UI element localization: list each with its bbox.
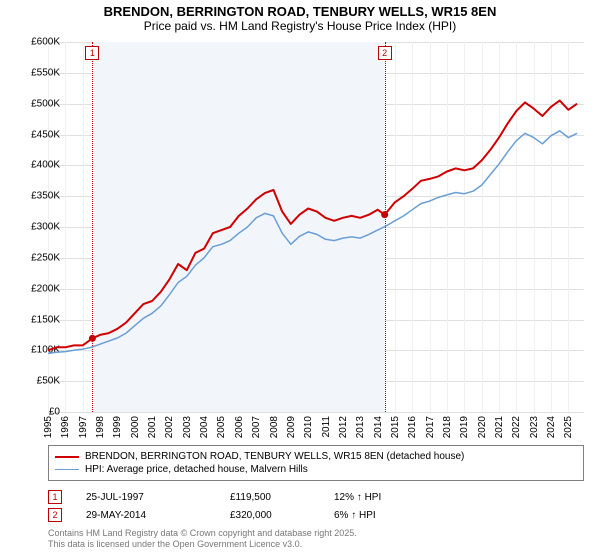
credits-line1: Contains HM Land Registry data © Crown c… (48, 528, 584, 539)
annotation-price: £320,000 (230, 510, 310, 521)
annotation-table: 1 25-JUL-1997 £119,500 12% ↑ HPI 2 29-MA… (48, 488, 584, 524)
x-axis-tick-label: 1997 (78, 416, 89, 438)
x-axis-tick-label: 2019 (459, 416, 470, 438)
x-axis-tick-label: 2007 (251, 416, 262, 438)
legend-label-hpi: HPI: Average price, detached house, Malv… (85, 464, 308, 475)
x-axis-tick-label: 2005 (216, 416, 227, 438)
x-axis-tick-label: 2011 (321, 416, 332, 438)
x-axis-tick-label: 2004 (199, 416, 210, 438)
plot-area: 12 (48, 42, 584, 412)
annotation-row: 2 29-MAY-2014 £320,000 6% ↑ HPI (48, 506, 584, 524)
legend: BRENDON, BERRINGTON ROAD, TENBURY WELLS,… (48, 445, 584, 481)
annotation-badge: 2 (48, 508, 62, 522)
x-axis-tick-label: 2017 (425, 416, 436, 438)
x-axis-tick-label: 1996 (60, 416, 71, 438)
x-axis-tick-label: 1999 (112, 416, 123, 438)
legend-item-price-paid: BRENDON, BERRINGTON ROAD, TENBURY WELLS,… (55, 450, 577, 463)
x-axis-tick-label: 2024 (546, 416, 557, 438)
credits-line2: This data is licensed under the Open Gov… (48, 539, 584, 550)
x-axis-tick-label: 2012 (338, 416, 349, 438)
legend-item-hpi: HPI: Average price, detached house, Malv… (55, 463, 577, 476)
legend-swatch-hpi (55, 469, 79, 471)
x-axis-tick-label: 2020 (477, 416, 488, 438)
x-axis-tick-label: 1995 (43, 416, 54, 438)
annotation-pct: 12% ↑ HPI (334, 492, 414, 503)
series-line-price_paid (48, 101, 577, 351)
x-axis-tick-label: 2022 (511, 416, 522, 438)
x-axis-tick-label: 2018 (442, 416, 453, 438)
legend-swatch-price-paid (55, 456, 79, 458)
x-axis-tick-label: 2009 (286, 416, 297, 438)
x-axis-tick-label: 2025 (563, 416, 574, 438)
chart-title-line1: BRENDON, BERRINGTON ROAD, TENBURY WELLS,… (0, 4, 600, 19)
x-axis-tick-label: 2006 (234, 416, 245, 438)
line-series-svg (48, 42, 584, 412)
x-axis-tick-label: 2000 (130, 416, 141, 438)
annotation-price: £119,500 (230, 492, 310, 503)
annotation-date: 29-MAY-2014 (86, 510, 206, 521)
gridline-horizontal (48, 412, 584, 413)
chart-title-line2: Price paid vs. HM Land Registry's House … (0, 19, 600, 33)
title-block: BRENDON, BERRINGTON ROAD, TENBURY WELLS,… (0, 0, 600, 35)
legend-label-price-paid: BRENDON, BERRINGTON ROAD, TENBURY WELLS,… (85, 451, 464, 462)
x-axis-tick-label: 2008 (269, 416, 280, 438)
x-axis-tick-label: 2013 (355, 416, 366, 438)
x-axis-tick-label: 2023 (529, 416, 540, 438)
annotation-badge: 1 (48, 490, 62, 504)
x-axis-tick-label: 1998 (95, 416, 106, 438)
annotation-pct: 6% ↑ HPI (334, 510, 414, 521)
x-axis-tick-label: 2014 (373, 416, 384, 438)
marker-badge: 2 (378, 46, 392, 60)
x-axis-tick-label: 2010 (303, 416, 314, 438)
x-axis-tick-label: 2002 (164, 416, 175, 438)
x-axis-tick-label: 2021 (494, 416, 505, 438)
x-axis-tick-label: 2001 (147, 416, 158, 438)
x-axis-tick-label: 2016 (407, 416, 418, 438)
annotation-date: 25-JUL-1997 (86, 492, 206, 503)
credits: Contains HM Land Registry data © Crown c… (48, 528, 584, 550)
marker-badge: 1 (85, 46, 99, 60)
x-axis-tick-label: 2015 (390, 416, 401, 438)
annotation-row: 1 25-JUL-1997 £119,500 12% ↑ HPI (48, 488, 584, 506)
chart-container: BRENDON, BERRINGTON ROAD, TENBURY WELLS,… (0, 0, 600, 560)
x-axis-tick-label: 2003 (182, 416, 193, 438)
